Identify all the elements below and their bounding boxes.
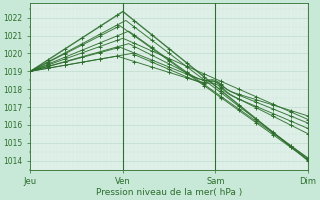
X-axis label: Pression niveau de la mer( hPa ): Pression niveau de la mer( hPa ) — [96, 188, 242, 197]
